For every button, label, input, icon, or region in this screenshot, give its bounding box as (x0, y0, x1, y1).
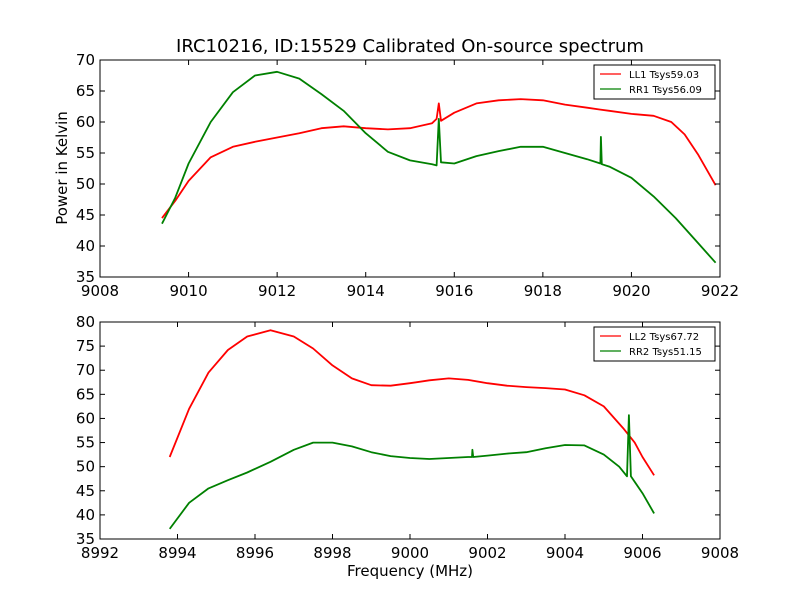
legend-label-rr2: RR2 Tsys51.15 (629, 347, 702, 358)
top-x-tick-label: 9008 (81, 282, 119, 300)
top-x-tick-label: 9016 (435, 282, 473, 300)
y-axis-label: Power in Kelvin (53, 111, 71, 225)
x-axis-label: Frequency (MHz) (347, 562, 473, 580)
bottom-y-tick-label: 80 (76, 313, 95, 331)
legend-label-ll1: LL1 Tsys59.03 (629, 70, 699, 81)
bottom-x-tick-label: 8996 (236, 544, 274, 562)
top-series-line-1 (161, 70, 717, 264)
bottom-series-line-1 (168, 414, 655, 530)
top-y-tick-label: 50 (76, 175, 95, 193)
bottom-panel-x-ticks: 8992 8994 8996 8998 9000 9002 9004 9006 9008 (81, 322, 739, 562)
top-y-tick-label: 55 (76, 144, 95, 162)
top-y-tick-label: 60 (76, 113, 95, 131)
top-y-tick-label: 45 (76, 206, 95, 224)
top-y-tick-label: 65 (76, 82, 95, 100)
bottom-y-tick-label: 45 (76, 482, 95, 500)
top-y-tick-label: 35 (76, 268, 95, 286)
top-x-tick-label: 9022 (701, 282, 739, 300)
bottom-x-tick-label: 9002 (468, 544, 506, 562)
top-series-line-0 (161, 98, 717, 219)
chart-title: IRC10216, ID:15529 Calibrated On-source … (176, 36, 644, 57)
top-panel-legend-box (593, 64, 716, 100)
bottom-y-tick-label: 55 (76, 434, 95, 452)
bottom-x-tick-label: 9004 (546, 544, 584, 562)
bottom-x-tick-label: 9008 (701, 544, 739, 562)
bottom-y-tick-label: 65 (76, 385, 95, 403)
bottom-y-tick-label: 60 (76, 409, 95, 427)
top-x-tick-label: 9018 (524, 282, 562, 300)
bottom-x-tick-label: 8992 (81, 544, 119, 562)
bottom-panel-y-ticks: 35 40 45 50 55 60 65 70 75 80 (76, 313, 720, 548)
bottom-panel-legend-box (593, 326, 716, 362)
bottom-series-line-0 (168, 329, 655, 476)
top-panel-y-ticks: 35 40 45 50 55 60 65 70 (76, 51, 720, 286)
top-panel: 9008 9010 9012 9014 9016 9018 9020 9022 35 40 45 5… (76, 51, 739, 300)
bottom-panel-legend: LL2 Tsys67.72 RR2 Tsys51.15 (593, 326, 716, 362)
top-y-tick-label: 40 (76, 237, 95, 255)
legend-label-rr1: RR1 Tsys56.09 (629, 85, 702, 96)
bottom-x-tick-label: 8998 (313, 544, 351, 562)
top-panel-frame (99, 59, 721, 278)
bottom-panel-lines (168, 329, 655, 530)
top-y-tick-label: 70 (76, 51, 95, 69)
top-panel-legend: LL1 Tsys59.03 RR1 Tsys56.09 (593, 64, 716, 100)
top-panel-x-ticks: 9008 9010 9012 9014 9016 9018 9020 9022 (81, 60, 739, 300)
bottom-y-tick-label: 70 (76, 361, 95, 379)
legend-label-ll2: LL2 Tsys67.72 (629, 332, 699, 343)
top-x-tick-label: 9014 (347, 282, 385, 300)
bottom-x-tick-label: 9000 (391, 544, 429, 562)
top-x-tick-label: 9020 (612, 282, 650, 300)
bottom-y-tick-label: 75 (76, 337, 95, 355)
bottom-y-tick-label: 35 (76, 530, 95, 548)
top-x-tick-label: 9010 (169, 282, 207, 300)
bottom-y-tick-label: 50 (76, 458, 95, 476)
bottom-x-tick-label: 9006 (623, 544, 661, 562)
bottom-panel: 8992 8994 8996 8998 9000 9002 9004 9006 9008 35 4… (76, 313, 739, 562)
bottom-y-tick-label: 40 (76, 506, 95, 524)
top-x-tick-label: 9012 (258, 282, 296, 300)
top-panel-lines (161, 70, 717, 264)
bottom-x-tick-label: 8994 (158, 544, 196, 562)
